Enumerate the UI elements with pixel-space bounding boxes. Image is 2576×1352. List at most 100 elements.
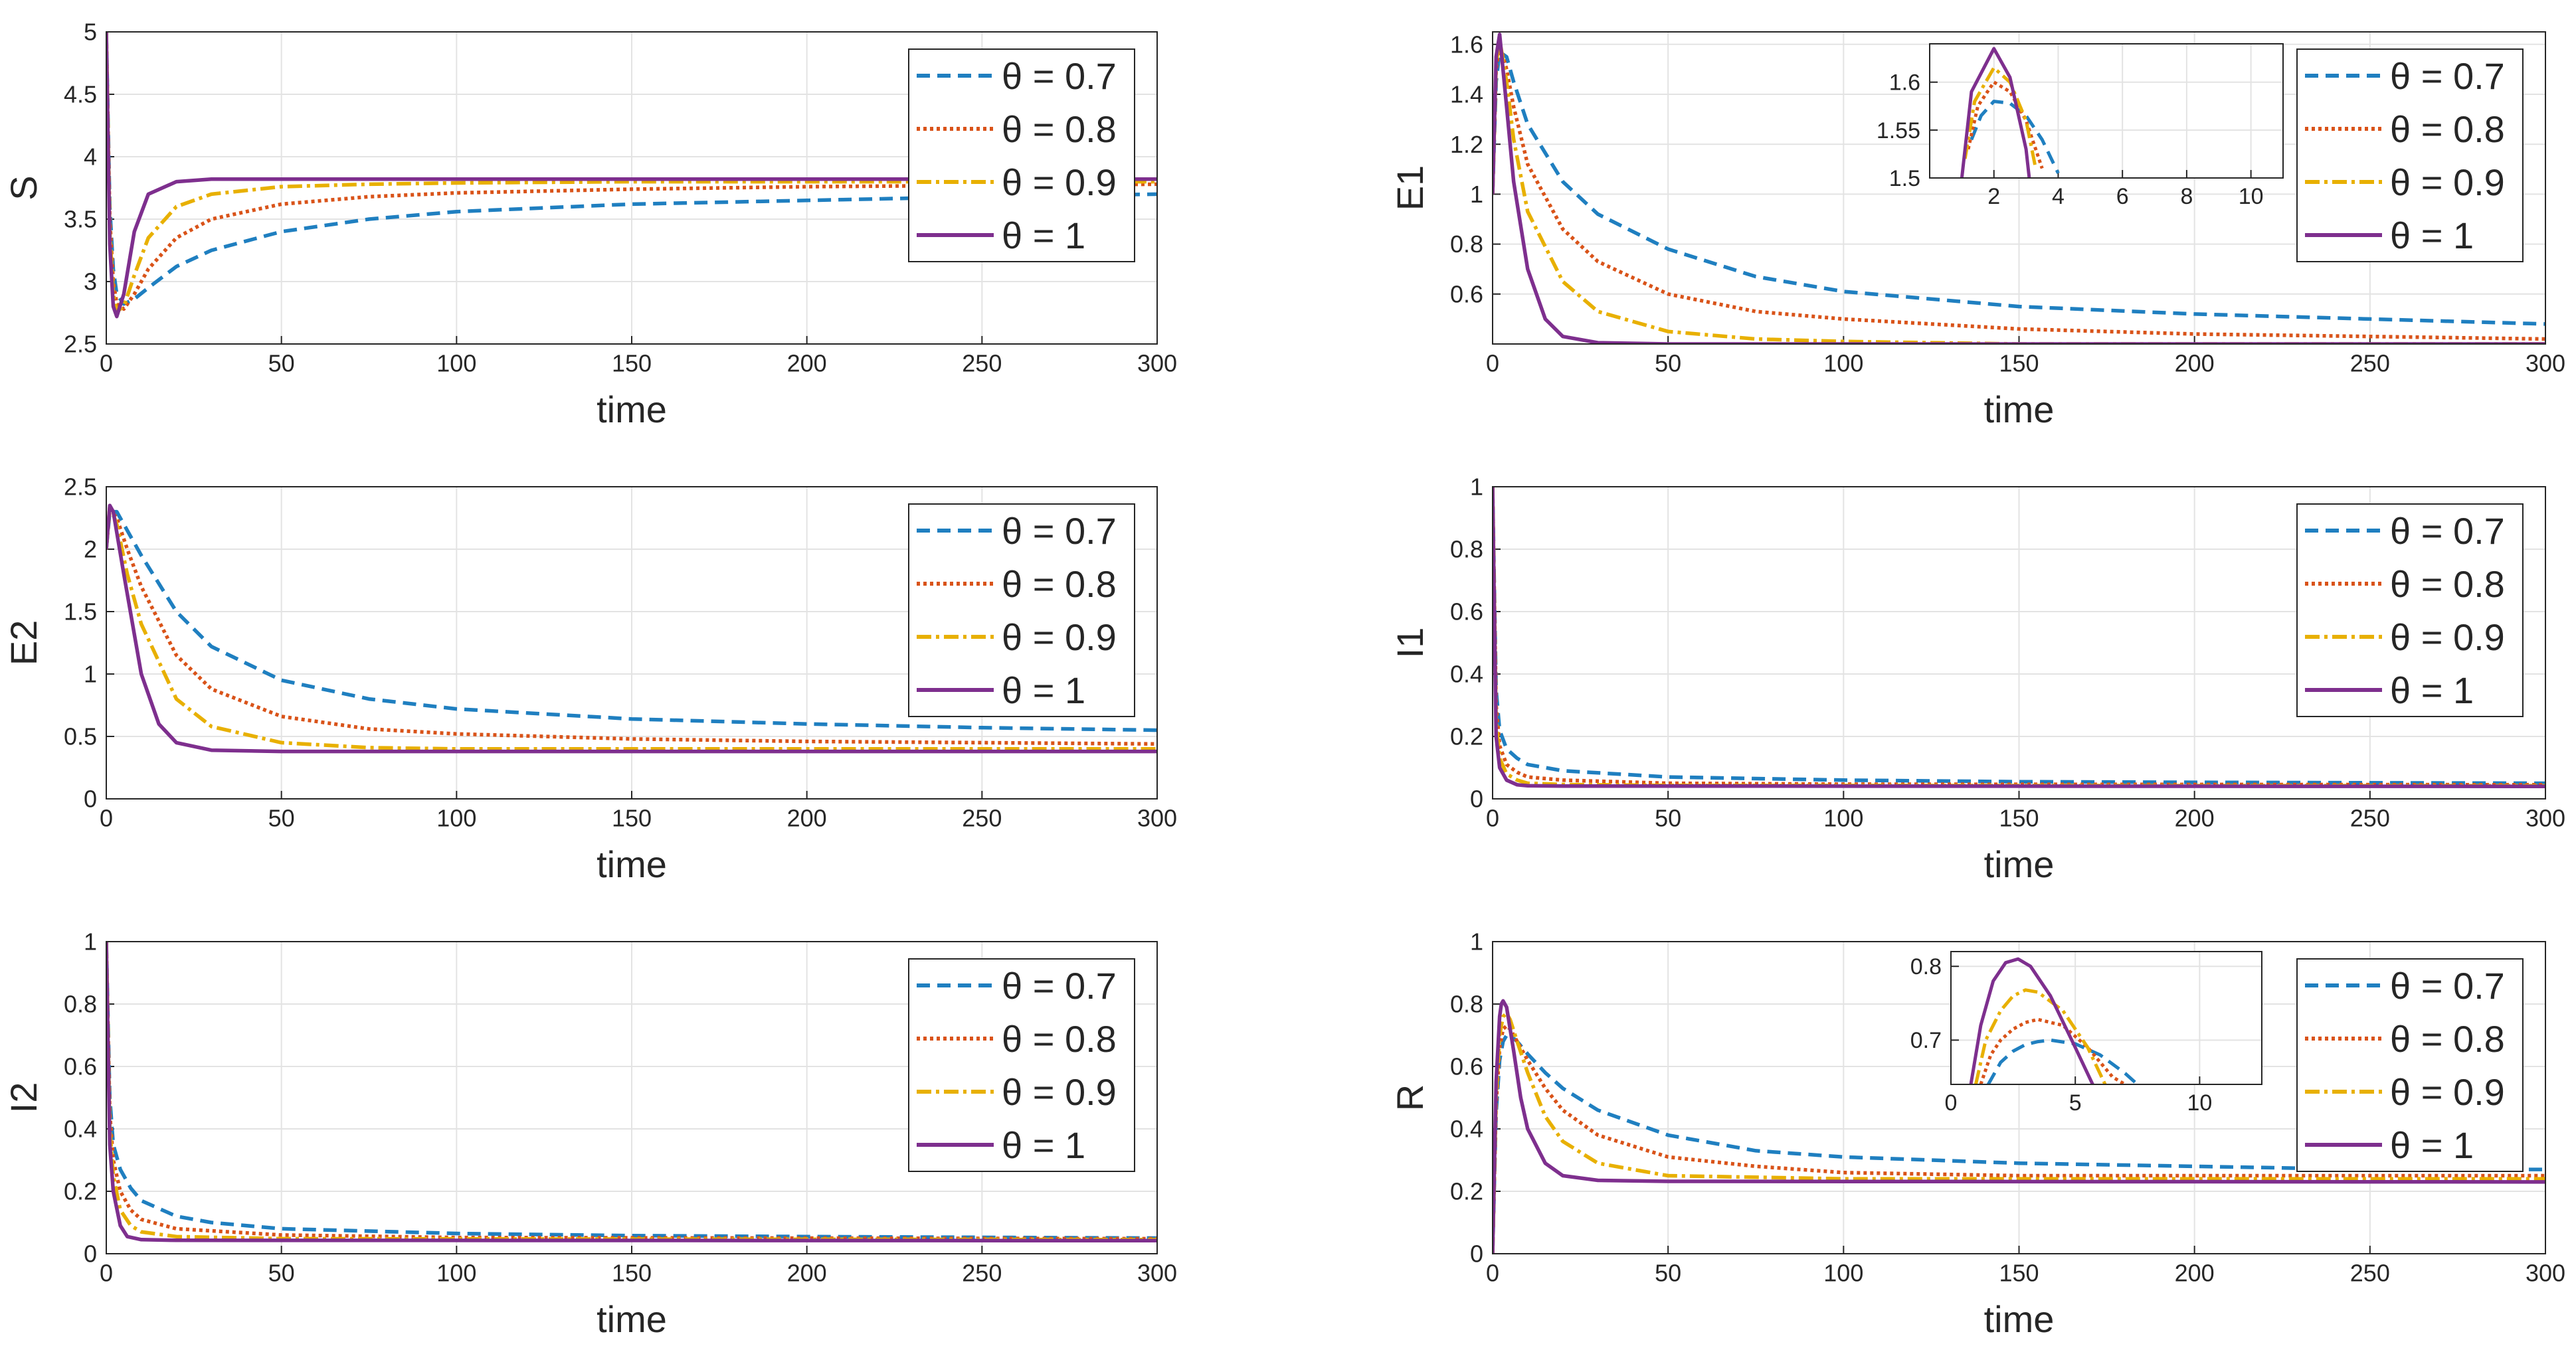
panel-r-y-tick-label: 0.8 bbox=[1450, 991, 1483, 1018]
panel-r-inset-series-line bbox=[1974, 988, 2107, 1084]
panel-e1-legend-entry: θ = 0.8 bbox=[2390, 108, 2505, 150]
panel-e1-inset-series-line bbox=[1970, 100, 2060, 174]
panel-e2: 0 50 100 150 200 250 300 0 0.5 1 1.5 2 2.5 time E2 θ = … bbox=[3, 473, 1177, 885]
panel-r-legend-box bbox=[2296, 958, 2524, 1172]
panel-i2-x-tick-label: 100 bbox=[436, 1259, 476, 1286]
panel-e1-x-tick-label: 0 bbox=[1486, 349, 1499, 377]
panel-e1-y-tick-label: 1.6 bbox=[1450, 31, 1483, 58]
panel-s-legend-entry: θ = 0.7 bbox=[1002, 55, 1117, 97]
panel-e1-x-tick-label: 200 bbox=[2175, 349, 2215, 377]
panel-i2-y-tick-label: 0.6 bbox=[64, 1053, 97, 1080]
panel-s-xlabel: time bbox=[597, 388, 667, 430]
panel-i2-x-tick-label: 50 bbox=[268, 1259, 295, 1286]
panel-e1-inset-y-tick-label: 1.6 bbox=[1889, 70, 1920, 96]
panel-e1-legend-box bbox=[2296, 48, 2524, 262]
panel-s-legend-entry: θ = 1 bbox=[1002, 214, 1085, 256]
panel-i1-legend-entry: θ = 0.7 bbox=[2390, 510, 2505, 552]
panel-s-series-line bbox=[106, 32, 1157, 311]
panel-i1-legend-entry: θ = 0.9 bbox=[2390, 616, 2505, 658]
panel-r-y-tick-label: 0.2 bbox=[1450, 1178, 1483, 1205]
panel-i1-x-tick-label: 100 bbox=[1823, 804, 1863, 831]
panel-e1-y-tick-label: 0.8 bbox=[1450, 230, 1483, 258]
panel-s-legend-entry: θ = 0.9 bbox=[1002, 161, 1117, 203]
panel-i1-series-line bbox=[1493, 487, 2545, 786]
panel-e2-series-line bbox=[106, 507, 1157, 746]
panel-r-legend-entry: θ = 1 bbox=[2390, 1124, 2474, 1166]
panel-i1-y-tick-label: 0.8 bbox=[1450, 536, 1483, 563]
panel-i2-y-tick-label: 0.8 bbox=[64, 991, 97, 1018]
panel-r-series-line bbox=[1493, 999, 2545, 1254]
panel-e1-legend-entry: θ = 1 bbox=[2390, 214, 2474, 256]
panel-i1-y-tick-label: 0.4 bbox=[1450, 661, 1483, 688]
panel-r: 0 50 100 150 200 250 300 0 0.2 0.4 0.6 0.8 1 time R 0 5 1… bbox=[1389, 928, 2565, 1340]
panel-i1-series-line bbox=[1493, 487, 2545, 788]
panel-e1-inset-x-tick-label: 6 bbox=[2116, 184, 2129, 209]
panel-e2-series-line bbox=[106, 503, 1157, 751]
panel-i2-legend-entry: θ = 1 bbox=[1002, 1124, 1085, 1166]
panel-r-axes-frame bbox=[1492, 941, 2546, 1254]
panel-r-ylabel: R bbox=[1389, 1084, 1431, 1111]
panel-e1-ylabel: E1 bbox=[1389, 165, 1431, 211]
panel-r-legend-entry: θ = 0.8 bbox=[2390, 1018, 2505, 1060]
panel-i2-legend-entry: θ = 0.8 bbox=[1002, 1018, 1117, 1060]
panel-e2-legend-box bbox=[908, 503, 1135, 717]
panel-s-x-tick-label: 150 bbox=[612, 349, 652, 377]
panel-i1-y-tick-label: 0.2 bbox=[1450, 723, 1483, 750]
panel-i2-legend-box bbox=[908, 958, 1135, 1172]
panel-i1-ylabel: I1 bbox=[1389, 628, 1431, 659]
panel-e2-x-tick-label: 0 bbox=[100, 804, 113, 831]
panel-s-series-line bbox=[106, 32, 1157, 313]
panel-i2-y-tick-label: 1 bbox=[84, 928, 97, 956]
panel-i2-xlabel: time bbox=[597, 1298, 667, 1340]
panel-i2: 0 50 100 150 200 250 300 0 0.2 0.4 0.6 0.8 1 time I2 θ … bbox=[3, 928, 1177, 1340]
panel-e2-legend-entry: θ = 0.8 bbox=[1002, 563, 1117, 605]
panel-e2-y-tick-label: 1.5 bbox=[64, 598, 97, 626]
panel-i1-x-tick-label: 150 bbox=[1999, 804, 2039, 831]
panel-s-series-line bbox=[106, 32, 1157, 319]
panel-e1-inset-x-tick-label: 2 bbox=[1987, 184, 2000, 209]
panel-s-y-tick-label: 2.5 bbox=[64, 331, 97, 358]
panel-e2-series-line bbox=[106, 509, 1157, 732]
panel-i2-axes-frame bbox=[106, 941, 1158, 1254]
panel-s-series-line bbox=[106, 32, 1157, 306]
panel-e1-y-tick-label: 1.2 bbox=[1450, 131, 1483, 158]
panel-s-x-tick-label: 250 bbox=[962, 349, 1002, 377]
panel-i2-y-tick-label: 0.2 bbox=[64, 1178, 97, 1205]
panel-e1-y-tick-label: 1.4 bbox=[1450, 81, 1483, 108]
panel-e1-inset-x-tick-label: 4 bbox=[2052, 184, 2065, 209]
panel-e1-inset-x-tick-label: 10 bbox=[2239, 184, 2264, 209]
panel-i2-legend-entry: θ = 0.9 bbox=[1002, 1071, 1117, 1113]
panel-e2-legend-entry: θ = 0.7 bbox=[1002, 510, 1117, 552]
panel-s-x-tick-label: 100 bbox=[436, 349, 476, 377]
panel-e1-inset: 2 4 6 8 10 1.5 1.55 1.6 bbox=[1877, 43, 2284, 209]
panel-s-legend-entry: θ = 0.8 bbox=[1002, 108, 1117, 150]
panel-r-inset-series-line bbox=[1987, 1038, 2139, 1084]
panel-e1-y-tick-label: 1 bbox=[1470, 181, 1483, 208]
panel-r-inset-frame bbox=[1950, 951, 2262, 1085]
panel-r-y-tick-label: 0.6 bbox=[1450, 1053, 1483, 1080]
panel-r-x-tick-label: 150 bbox=[1999, 1259, 2039, 1286]
panel-i2-y-tick-label: 0.4 bbox=[64, 1116, 97, 1143]
panel-s-y-tick-label: 3 bbox=[84, 268, 97, 296]
panel-e2-axes-frame bbox=[106, 486, 1158, 800]
panel-i1-x-tick-label: 200 bbox=[2175, 804, 2215, 831]
panel-r-inset-series-line bbox=[1979, 1017, 2126, 1084]
panel-i1-legend: θ = 0.7 θ = 0.8 θ = 0.9 θ = 1 bbox=[2296, 503, 2524, 717]
panel-s-y-tick-label: 4 bbox=[84, 143, 97, 171]
panel-i2-legend: θ = 0.7 θ = 0.8 θ = 0.9 θ = 1 bbox=[908, 958, 1135, 1172]
panel-e2-legend-entry: θ = 0.9 bbox=[1002, 616, 1117, 658]
panel-r-inset-y-tick-label: 0.7 bbox=[1910, 1028, 1942, 1053]
panel-i2-ylabel: I2 bbox=[3, 1082, 45, 1114]
panel-i2-series-line bbox=[106, 942, 1157, 1243]
panel-e2-y-tick-label: 1 bbox=[84, 661, 97, 688]
panel-r-x-tick-label: 250 bbox=[2350, 1259, 2390, 1286]
panel-r-inset-x-tick-label: 5 bbox=[2069, 1090, 2082, 1116]
panel-i1-xlabel: time bbox=[1984, 843, 2055, 885]
panel-i1-y-tick-label: 0.6 bbox=[1450, 598, 1483, 626]
panel-s-x-tick-label: 200 bbox=[787, 349, 827, 377]
panel-s-x-tick-label: 300 bbox=[1137, 349, 1177, 377]
panel-e1-inset-y-tick-label: 1.55 bbox=[1877, 118, 1920, 143]
panel-e1-legend-entry: θ = 0.7 bbox=[2390, 55, 2505, 97]
panel-s-legend: θ = 0.7 θ = 0.8 θ = 0.9 θ = 1 bbox=[908, 48, 1135, 262]
panel-r-series-line bbox=[1493, 1033, 2545, 1254]
